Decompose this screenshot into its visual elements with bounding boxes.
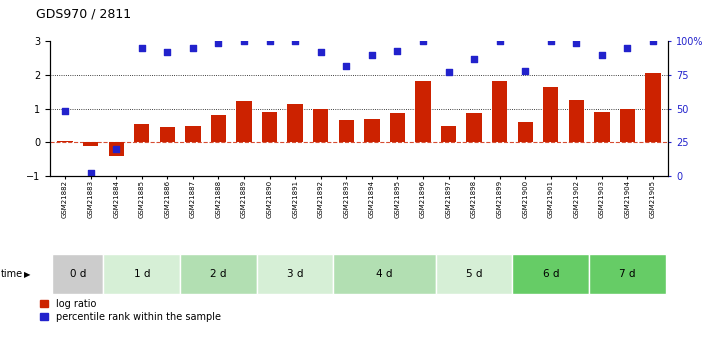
Bar: [518, 122, 533, 142]
Bar: [236, 101, 252, 142]
Bar: [134, 124, 149, 142]
Point: [597, 52, 608, 58]
Legend: log ratio, percentile rank within the sample: log ratio, percentile rank within the sa…: [41, 299, 221, 322]
Bar: [333, 254, 436, 294]
Point: [571, 40, 582, 46]
Point: [161, 49, 173, 55]
Point: [264, 39, 275, 44]
Text: 1 d: 1 d: [134, 269, 150, 279]
Bar: [436, 254, 513, 294]
Bar: [415, 81, 431, 142]
Text: 5 d: 5 d: [466, 269, 482, 279]
Bar: [180, 254, 257, 294]
Point: [60, 109, 71, 114]
Point: [341, 63, 352, 68]
Text: ▶: ▶: [24, 270, 31, 279]
Point: [392, 48, 403, 53]
Text: 3 d: 3 d: [287, 269, 304, 279]
Bar: [441, 126, 456, 142]
Bar: [589, 254, 665, 294]
Text: 6 d: 6 d: [542, 269, 559, 279]
Bar: [492, 81, 508, 142]
Bar: [513, 254, 589, 294]
Bar: [287, 104, 303, 142]
Text: 0 d: 0 d: [70, 269, 86, 279]
Bar: [313, 109, 328, 142]
Point: [315, 49, 326, 55]
Bar: [543, 87, 558, 142]
Text: 7 d: 7 d: [619, 269, 636, 279]
Point: [85, 170, 97, 176]
Bar: [210, 115, 226, 142]
Point: [213, 40, 224, 46]
Bar: [390, 113, 405, 142]
Bar: [53, 254, 103, 294]
Point: [417, 39, 429, 44]
Point: [289, 39, 301, 44]
Bar: [262, 112, 277, 142]
Bar: [620, 109, 635, 142]
Point: [621, 45, 633, 51]
Point: [647, 39, 658, 44]
Bar: [160, 127, 175, 142]
Text: 2 d: 2 d: [210, 269, 227, 279]
Bar: [646, 73, 661, 142]
Bar: [186, 126, 201, 142]
Bar: [569, 100, 584, 142]
Text: time: time: [1, 269, 23, 279]
Point: [136, 45, 147, 51]
Point: [187, 45, 198, 51]
Bar: [103, 254, 180, 294]
Bar: [364, 119, 380, 142]
Point: [545, 39, 557, 44]
Bar: [58, 141, 73, 142]
Point: [443, 70, 454, 75]
Point: [366, 52, 378, 58]
Point: [238, 39, 250, 44]
Text: 4 d: 4 d: [376, 269, 393, 279]
Bar: [83, 142, 98, 146]
Text: GDS970 / 2811: GDS970 / 2811: [36, 8, 131, 21]
Point: [494, 39, 506, 44]
Point: [469, 56, 480, 62]
Bar: [466, 113, 482, 142]
Point: [110, 146, 122, 152]
Bar: [338, 120, 354, 142]
Bar: [109, 142, 124, 156]
Point: [520, 68, 531, 74]
Bar: [594, 112, 609, 142]
Bar: [257, 254, 333, 294]
